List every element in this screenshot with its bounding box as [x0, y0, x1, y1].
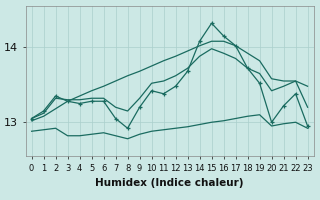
X-axis label: Humidex (Indice chaleur): Humidex (Indice chaleur)	[95, 178, 244, 188]
